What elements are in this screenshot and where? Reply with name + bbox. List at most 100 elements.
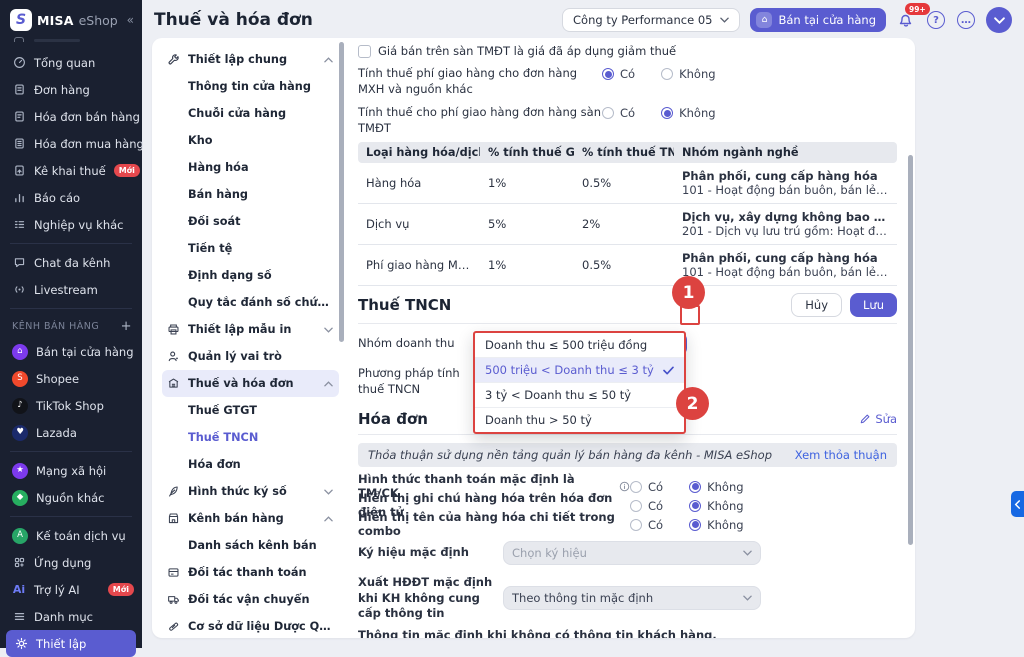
tncn-section-title: Thuế TNCN [358, 296, 452, 315]
storefront-icon [166, 512, 180, 525]
sidebar-item-other-operations[interactable]: Nghiệp vụ khác [0, 211, 142, 238]
submenu-item-vat-tax[interactable]: Thuế GTGT [188, 404, 257, 417]
chevron-down-icon [720, 17, 730, 23]
export-mode-select[interactable]: Theo thông tin mặc định [503, 586, 761, 611]
submenu-item-document-numbering[interactable]: Quy tắc đánh số chứng từ [188, 296, 333, 309]
submenu-item-store-info[interactable]: Thông tin cửa hàng [188, 80, 311, 93]
info-icon[interactable] [619, 481, 630, 492]
company-selector[interactable]: Công ty Performance 05 [562, 8, 741, 32]
truck-icon [166, 593, 180, 606]
sidebar-item-settings[interactable]: Thiết lập [6, 630, 136, 657]
table-row[interactable]: Dịch vụ 5% 2% Dịch vụ, xây dựng không ba… [358, 203, 897, 246]
submenu-item-reconciliation[interactable]: Đối soát [188, 215, 241, 228]
dropdown-option[interactable]: Doanh thu ≤ 500 triệu đồng [475, 333, 684, 358]
tax-settings-content: Giá bán trên sàn TMĐT là giá đã áp dụng … [346, 38, 915, 638]
sidebar-item-purchase-invoices[interactable]: Hóa đơn mua hàng [0, 130, 144, 157]
sidebar-item-pos-channel[interactable]: ⌂ Bán tại cửa hàng [0, 338, 142, 365]
submenu-item-goods[interactable]: Hàng hóa [188, 161, 249, 174]
add-channel-icon[interactable]: + [120, 318, 132, 334]
livestream-icon [12, 283, 26, 296]
submenu-item-personal-income-tax[interactable]: Thuế TNCN [188, 431, 259, 444]
help-button[interactable]: ? [926, 10, 946, 30]
tiktok-icon: ♪ [12, 397, 28, 414]
submenu-scrollbar[interactable] [339, 42, 344, 342]
sidebar-item-categories[interactable]: Danh mục [0, 603, 142, 630]
view-agreement-link[interactable]: Xem thỏa thuận [794, 448, 887, 463]
sidebar-item-lazada[interactable]: ♥ Lazada [0, 419, 142, 446]
content-scrollbar[interactable] [908, 155, 913, 545]
sidebar-item-omni-chat[interactable]: Chat đa kênh [0, 249, 142, 276]
submenu-item-digital-signature[interactable]: Hình thức ký số [162, 478, 339, 505]
sidebar-item-orders[interactable]: Đơn hàng [0, 76, 142, 103]
radio-no[interactable] [661, 68, 674, 80]
notifications-button[interactable]: 99+ [896, 3, 930, 30]
sidebar-item-social-network[interactable]: ★ Mạng xã hội [0, 457, 142, 484]
chevron-down-icon [324, 327, 333, 333]
submenu-item-print-templates[interactable]: Thiết lập mẫu in [162, 316, 339, 343]
collapse-sidebar-icon[interactable]: « [126, 13, 134, 27]
dropdown-option[interactable]: Doanh thu > 50 tỷ [485, 413, 592, 427]
submenu-item-sales-channels[interactable]: Kênh bán hàng [162, 505, 339, 532]
radio-yes[interactable] [602, 68, 614, 80]
lazada-icon: ♥ [12, 424, 28, 441]
more-button[interactable]: … [956, 10, 976, 30]
sidebar-item-accounting-service[interactable]: A Kế toán dịch vụ [0, 522, 142, 549]
sidebar-item-tax-declaration[interactable]: Kê khai thuế Mới [0, 157, 142, 184]
sidebar-item-other-source[interactable]: ◆ Nguồn khác [0, 484, 142, 511]
pill-link-icon [166, 620, 180, 633]
dropdown-option[interactable]: 3 tỷ < Doanh thu ≤ 50 tỷ [475, 383, 684, 408]
submenu-item-shipping-partners[interactable]: Đối tác vận chuyển [162, 586, 339, 613]
radio-no[interactable] [689, 499, 702, 512]
submenu-item-currency[interactable]: Tiền tệ [188, 242, 233, 255]
cancel-button[interactable]: Hủy [791, 293, 843, 318]
symbol-select[interactable]: Chọn ký hiệu [503, 541, 761, 566]
partial-scrolled-item [0, 37, 142, 49]
submenu-item-warehouse[interactable]: Kho [188, 134, 213, 147]
col-group: Nhóm ngành nghề [674, 142, 897, 164]
table-row[interactable]: Phí giao hàng MXH ... 1% 0.5% Phân phối,… [358, 244, 897, 287]
shopee-icon: S [12, 370, 28, 387]
new-badge: Mới [107, 583, 134, 596]
sidebar-item-apps[interactable]: Ứng dụng [0, 549, 142, 576]
price-includes-tax-checkbox[interactable] [358, 44, 371, 58]
social-network-icon: ★ [12, 462, 28, 479]
app-logo[interactable]: S MISA eShop « [0, 0, 142, 37]
tncn-method-label: Phương pháp tính thuế TNCN [358, 366, 460, 396]
submenu-item-invoice[interactable]: Hóa đơn [188, 458, 241, 471]
radio-no[interactable] [689, 480, 702, 493]
radio-yes[interactable] [630, 499, 642, 512]
submenu-item-national-pharma-db[interactable]: Cơ sở dữ liệu Dược Quốc Gia [162, 613, 339, 638]
collapse-panel-button[interactable] [1011, 491, 1024, 517]
sidebar-item-overview[interactable]: Tổng quan [0, 49, 142, 76]
submenu-item-sales[interactable]: Bán hàng [188, 188, 249, 201]
submenu-item-channel-list[interactable]: Danh sách kênh bán [188, 539, 317, 552]
radio-yes[interactable] [630, 518, 642, 531]
table-row[interactable]: Hàng hóa 1% 0.5% Phân phối, cung cấp hàn… [358, 163, 897, 205]
sidebar-item-sales-invoices[interactable]: Hóa đơn bán hàng [0, 103, 142, 130]
account-menu-button[interactable] [986, 7, 1012, 33]
sidebar-item-shopee[interactable]: S Shopee [0, 365, 142, 392]
page-title: Thuế và hóa đơn [154, 10, 313, 30]
sell-at-store-button[interactable]: ⌂ Bán tại cửa hàng [750, 8, 886, 32]
sidebar-item-ai-assistant[interactable]: Ai Trợ lý AI Mới [0, 576, 142, 603]
store-icon: ⌂ [756, 12, 773, 28]
radio-yes[interactable] [630, 480, 642, 493]
submenu-item-role-management[interactable]: Quản lý vai trò [162, 343, 339, 370]
radio-yes[interactable] [602, 107, 614, 120]
submenu-item-general-settings[interactable]: Thiết lập chung [162, 46, 339, 73]
edit-link[interactable]: Sửa [859, 412, 897, 426]
sidebar-item-reports[interactable]: Báo cáo [0, 184, 142, 211]
accounting-service-icon: A [12, 527, 28, 544]
submenu-item-number-format[interactable]: Định dạng số [188, 269, 272, 282]
save-button[interactable]: Lưu [850, 293, 897, 318]
submenu-item-tax-invoice[interactable]: Thuế và hóa đơn [162, 370, 339, 397]
gear-icon [14, 637, 28, 650]
submenu-item-store-chain[interactable]: Chuỗi cửa hàng [188, 107, 287, 120]
sidebar-item-tiktok-shop[interactable]: ♪ TikTok Shop [0, 392, 142, 419]
sidebar-divider [10, 243, 132, 244]
dropdown-option-selected[interactable]: 500 triệu < Doanh thu ≤ 3 tỷ [475, 358, 684, 383]
submenu-item-payment-partners[interactable]: Đối tác thanh toán [162, 559, 339, 586]
radio-no[interactable] [689, 518, 702, 531]
radio-no[interactable] [661, 107, 674, 120]
sidebar-item-livestream[interactable]: Livestream [0, 276, 142, 303]
